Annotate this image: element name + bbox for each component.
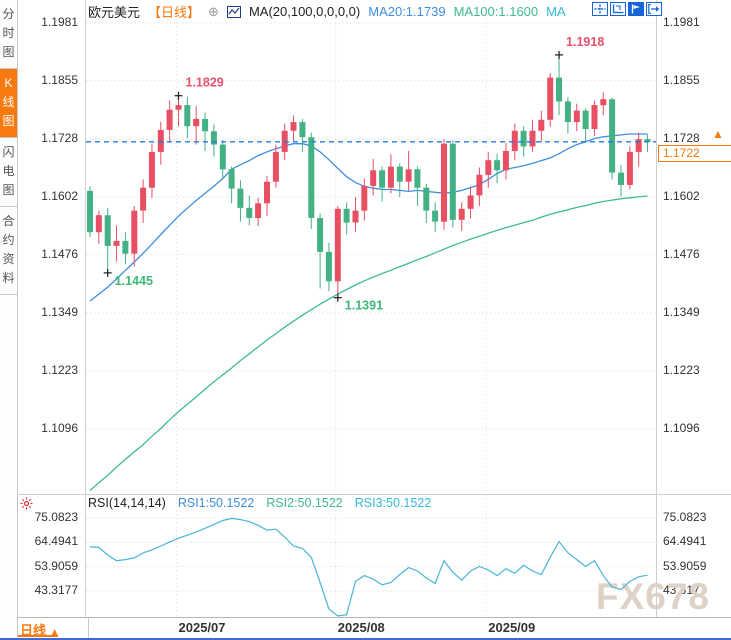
axis-scale-icon[interactable] <box>610 2 626 16</box>
date-axis-label: 2025/09 <box>488 620 536 635</box>
price-axis-label-right: 1.1602 <box>663 188 700 203</box>
ma-settings-label: MA(20,100,0,0,0,0) <box>248 4 361 19</box>
price-axis-label-right: 1.1855 <box>663 72 700 87</box>
period-label: 【日线】 <box>148 5 201 20</box>
bottom-bar-border <box>18 617 731 618</box>
ma-extra-label: MA <box>546 4 566 19</box>
window-bottom-edge <box>0 638 731 640</box>
rsi-settings-sun-icon[interactable] <box>20 497 33 515</box>
price-axis-label-right: 1.1223 <box>663 362 700 377</box>
price-axis-label-right: 1.1476 <box>663 246 700 261</box>
timeframe-tab-underline <box>18 635 58 637</box>
rsi-title: RSI(14,14,14) <box>88 496 166 510</box>
price-axis-label-left: 1.1223 <box>41 362 78 377</box>
rsi-panel-separator <box>18 494 731 495</box>
chart-toolbar <box>592 2 662 16</box>
rsi-axis-label-left: 64.4941 <box>34 534 78 549</box>
plot-left-border <box>85 0 86 617</box>
add-indicator-icon[interactable]: ⊕ <box>208 3 219 19</box>
price-axis-label-right: 1.1349 <box>663 304 700 319</box>
symbol-name: 欧元美元 <box>88 5 141 20</box>
sidebar-tab-kline[interactable]: K线图 <box>0 69 17 138</box>
sidebar-tab-contract-info[interactable]: 合约资料 <box>0 207 17 295</box>
rsi-axis-label-left: 43.3177 <box>34 583 78 597</box>
sidebar-tab-lightning[interactable]: 闪电图 <box>0 138 17 207</box>
ma-mini-chart-icon <box>226 5 241 18</box>
price-axis-label-left: 1.1096 <box>41 421 78 435</box>
annotate-chart-icon[interactable] <box>628 2 644 16</box>
rsi-axis-label-left: 53.9059 <box>34 558 78 573</box>
sidebar-tab-time-share[interactable]: 分时图 <box>0 0 17 69</box>
price-axis-label-left: 1.1981 <box>41 15 78 29</box>
rsi1-value: RSI1:50.1522 <box>177 496 255 510</box>
rsi2-value: RSI2:50.1522 <box>266 496 343 510</box>
timeframe-tab-daily[interactable]: 日线 ▲ <box>20 620 60 639</box>
low-annotation-1.1445: 1.1445 <box>115 274 153 288</box>
price-axis-label-left: 1.1476 <box>41 246 78 261</box>
rsi-axis-label-left: 75.0823 <box>34 510 78 524</box>
price-axis-label-right: 1.1096 <box>663 421 700 435</box>
price-axis-label-left: 1.1855 <box>41 72 78 87</box>
rsi-axis-label-right: 53.9059 <box>663 558 707 573</box>
price-axis-label-left: 1.1602 <box>41 188 78 203</box>
rsi3-value: RSI3:50.1522 <box>354 496 432 510</box>
high-annotation-1.1829: 1.1829 <box>186 76 224 90</box>
rsi-header: RSI(14,14,14) RSI1:50.1522 RSI2:50.1522 … <box>88 496 431 510</box>
fx678-watermark: FX678 <box>596 576 711 617</box>
rsi-axis-label-right: 64.4941 <box>663 534 707 549</box>
ma20-value: MA20:1.1739 <box>368 4 446 19</box>
rsi-axis-label-right: 75.0823 <box>663 510 707 524</box>
rsi-axis-label-right: 43.3177 <box>663 583 707 597</box>
price-axis-label-right: 1.1728 <box>663 131 700 146</box>
sidebar: 分时图 K线图 闪电图 合约资料 <box>0 0 18 640</box>
low-annotation-1.1391: 1.1391 <box>345 299 383 313</box>
timeframe-tab-label: 日线 <box>20 623 47 638</box>
current-price-tag: 1.1722 <box>658 145 731 162</box>
crosshair-move-icon[interactable] <box>592 2 608 16</box>
date-axis-label: 2025/07 <box>178 620 226 635</box>
bottom-bar-divider <box>88 618 89 638</box>
date-axis-label: 2025/08 <box>337 620 385 635</box>
price-axis-label-right: 1.1981 <box>663 15 700 29</box>
price-axis-label-left: 1.1728 <box>41 131 78 146</box>
ma100-value: MA100:1.1600 <box>453 4 539 19</box>
exit-restore-icon[interactable] <box>646 2 662 16</box>
chart-header: 欧元美元 【日线】 ⊕ MA(20,100,0,0,0,0) MA20:1.17… <box>88 3 566 21</box>
price-direction-up-icon: ▲ <box>712 127 724 141</box>
price-axis-label-left: 1.1349 <box>41 304 78 319</box>
plot-right-border <box>656 0 657 617</box>
high-annotation-1.1918: 1.1918 <box>566 35 604 49</box>
timeframe-tab-arrow-icon: ▲ <box>49 627 60 638</box>
